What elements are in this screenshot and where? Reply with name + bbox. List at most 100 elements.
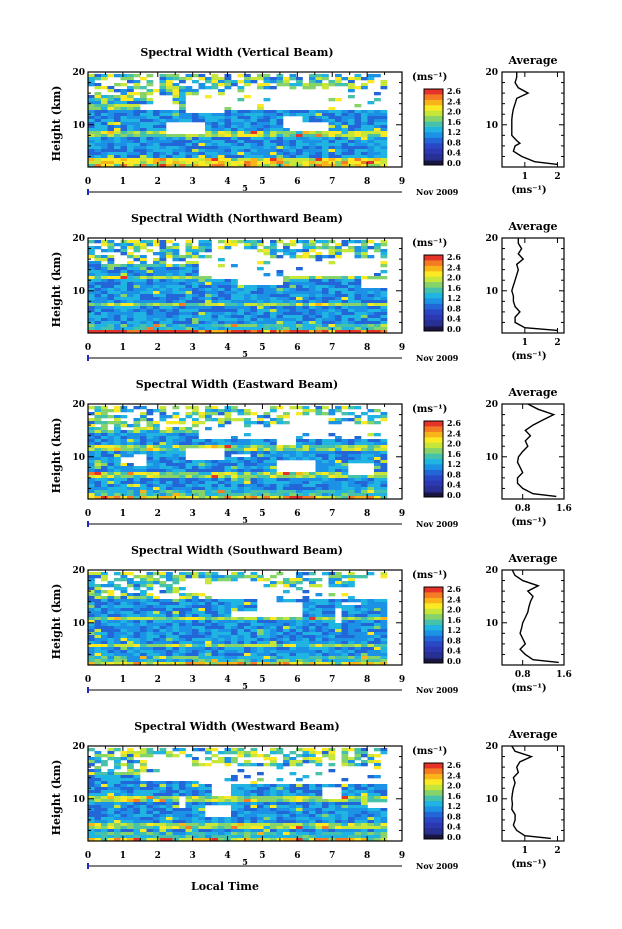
x-tick-label: 0.8 [515, 504, 531, 514]
heatmap-cell [192, 249, 199, 253]
heatmap-cell [140, 279, 147, 283]
heatmap-cell [94, 496, 102, 500]
heatmap-cell [172, 92, 180, 96]
heatmap-cell [114, 318, 121, 322]
heatmap-cell [94, 125, 102, 129]
heatmap-cell [159, 270, 167, 274]
heatmap-cell [231, 83, 238, 87]
heatmap-cell [374, 466, 381, 470]
average-title: Average [507, 552, 557, 565]
heatmap-cell [185, 572, 193, 576]
heatmap-cell [166, 653, 173, 657]
heatmap-cell [172, 623, 180, 627]
heatmap-cell [159, 77, 167, 81]
heatmap-cell [270, 288, 277, 292]
heatmap-cell [354, 457, 362, 461]
date-label: Nov 2009 [416, 353, 459, 363]
heatmap-cell [335, 110, 342, 114]
heatmap-cell [309, 478, 316, 482]
heatmap-cell [354, 125, 362, 129]
heatmap-cell [276, 309, 284, 313]
heatmap-cell [224, 243, 232, 247]
heatmap-cell [120, 264, 128, 268]
heatmap-cell [237, 487, 245, 491]
heatmap-cell [250, 653, 258, 657]
heatmap-cell [348, 644, 355, 648]
heatmap-cell [120, 92, 128, 96]
heatmap-cell [263, 478, 271, 482]
heatmap-cell [88, 152, 95, 156]
average-profile-line [511, 72, 558, 166]
heatmap-cell [120, 306, 128, 310]
heatmap-cell [198, 77, 206, 81]
heatmap-cell [94, 415, 102, 419]
heatmap-cell [257, 575, 264, 579]
heatmap-cell [166, 143, 173, 147]
heatmap-cell [140, 493, 147, 497]
heatmap-cell [250, 484, 258, 488]
heatmap-cell [192, 297, 199, 301]
heatmap-cell [94, 134, 102, 138]
heatmap-cell [348, 246, 355, 250]
heatmap-cell [335, 291, 342, 295]
heatmap-cell [263, 327, 271, 331]
heatmap-cell [133, 240, 141, 244]
heatmap-cell [101, 602, 108, 606]
heatmap-cell [198, 240, 206, 244]
heatmap-cell [205, 279, 212, 283]
heatmap-cell [257, 243, 264, 247]
heatmap-cell [211, 635, 219, 639]
heatmap-cell [322, 572, 329, 576]
heatmap-cell [179, 496, 186, 500]
heatmap-cell [224, 487, 232, 491]
heatmap-cell [374, 659, 381, 663]
heatmap-cell [309, 149, 316, 153]
heatmap-cell [172, 77, 180, 81]
heatmap-cell [322, 294, 329, 298]
heatmap-cell [179, 647, 186, 651]
heatmap-cell [231, 243, 238, 247]
heatmap-cell [322, 647, 329, 651]
heatmap-cell [250, 647, 258, 651]
heatmap-cell [211, 599, 219, 603]
heatmap-cell [315, 617, 323, 621]
heatmap-cell [335, 469, 342, 473]
heatmap-cell [270, 406, 277, 410]
heatmap-cell [140, 240, 147, 244]
heatmap-cell [380, 644, 388, 648]
heatmap-cell [367, 300, 375, 304]
heatmap-cell [101, 104, 108, 108]
heatmap-cell [192, 662, 199, 666]
heatmap-cell [380, 270, 388, 274]
heatmap-cell [205, 581, 212, 585]
heatmap-cell [367, 418, 375, 422]
y-axis-label: Height (km) [50, 252, 63, 328]
heatmap-cell [140, 617, 147, 621]
heatmap-cell [185, 614, 193, 618]
heatmap-cell [159, 620, 167, 624]
heatmap-cell [166, 146, 173, 150]
heatmap-cell [231, 602, 238, 606]
heatmap-cell [237, 460, 245, 464]
heatmap-cell [335, 164, 342, 168]
heatmap-cell [341, 496, 349, 500]
day-marker-label: 5 [242, 183, 248, 193]
heatmap-cell [94, 644, 102, 648]
heatmap-cell [263, 623, 271, 627]
heatmap-cell [133, 584, 141, 588]
heatmap-cell [153, 617, 160, 621]
heatmap-cell [263, 306, 271, 310]
heatmap-cell [244, 243, 251, 247]
heatmap-cell [166, 475, 173, 479]
heatmap-cell [198, 421, 206, 425]
heatmap-cell [114, 137, 121, 141]
heatmap-cell [289, 113, 297, 117]
heatmap-cell [335, 152, 342, 156]
heatmap-cell [237, 309, 245, 313]
heatmap-cell [231, 303, 238, 307]
heatmap-cell [192, 80, 199, 84]
heatmap-cell [302, 110, 310, 114]
heatmap-cell [88, 309, 95, 313]
heatmap-cell [107, 264, 115, 268]
heatmap-cell [120, 751, 128, 755]
